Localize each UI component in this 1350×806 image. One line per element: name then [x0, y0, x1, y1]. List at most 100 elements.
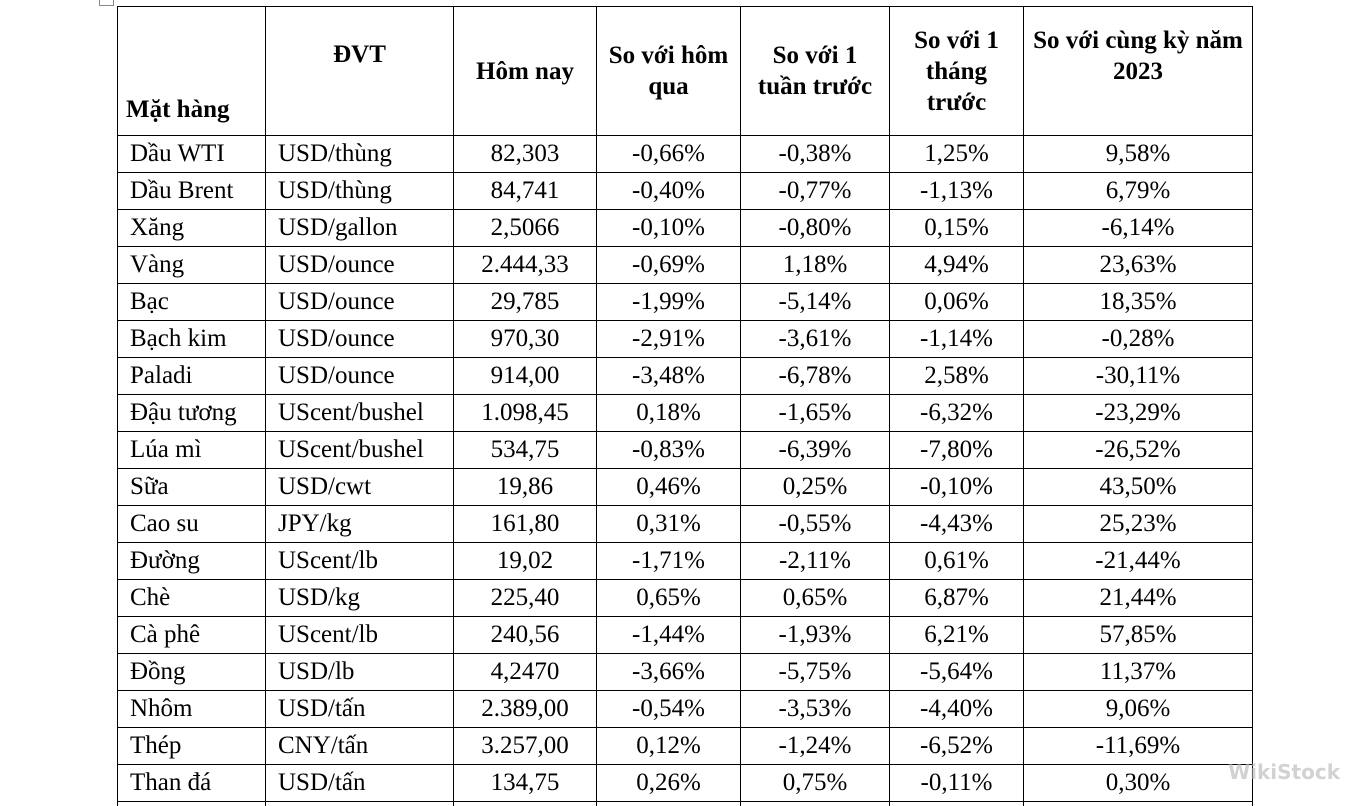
table-cell: -1,71% — [596, 542, 741, 580]
table-cell: -1,14% — [889, 320, 1024, 358]
table-cell: 43,50% — [1023, 468, 1253, 506]
table-cell: -6,14% — [1023, 209, 1253, 247]
table-cell: USD/ounce — [265, 283, 454, 321]
table-cell: -6,39% — [740, 431, 890, 469]
table-cell: -0,41% — [596, 801, 741, 806]
table-cell: USD/ounce — [265, 357, 454, 395]
table-cell: 240,56 — [453, 616, 597, 654]
table-cell: Thép — [117, 727, 266, 765]
table-cell: -30,11% — [1023, 357, 1253, 395]
table-cell: Đồng — [117, 653, 266, 691]
header-cell: So với 1 tuần trước — [740, 6, 890, 136]
table-row: Cà phê UScent/lb 240,56 -1,44% -1,93% 6,21% 57… — [117, 616, 1253, 654]
table-cell: 225,40 — [453, 579, 597, 617]
table-cell: USD/cwt — [265, 468, 454, 506]
table-cell: -26,52% — [1023, 431, 1253, 469]
table-row: Chè USD/kg 225,40 0,65% 0,65% 6,87% 21,44% — [117, 579, 1253, 617]
table-cell: 1,18% — [740, 246, 890, 284]
table-cell: 9,58% — [1023, 135, 1253, 173]
table-cell: Dầu Brent — [117, 172, 266, 210]
table-cell: -1,13% — [889, 172, 1024, 210]
table-cell: Paladi — [117, 357, 266, 395]
table-cell: 0,31% — [596, 505, 741, 543]
table-cell: -0,55% — [740, 505, 890, 543]
table-cell: -0,28% — [1023, 320, 1253, 358]
table-cell: Nhôm — [117, 690, 266, 728]
table-cell: -3,61% — [740, 320, 890, 358]
table-cell: 0,15% — [889, 209, 1024, 247]
table-row: Dầu WTI USD/thùng 82,303 -0,66% -0,38% 1,25% 9… — [117, 135, 1253, 173]
table-cell: -0,38% — [740, 135, 890, 173]
table-body: Dầu WTI USD/thùng 82,303 -0,66% -0,38% 1,25% 9… — [117, 135, 1253, 806]
header-cell: Hôm nay — [453, 6, 597, 136]
header-cell: So với hôm qua — [596, 6, 741, 136]
table-row: Than đá USD/tấn 134,75 0,26% 0,75% -0,11% 0,30… — [117, 764, 1253, 802]
table-cell: 914,00 — [453, 357, 597, 395]
table-cell: 3.257,00 — [453, 727, 597, 765]
table-cell: -1,24% — [740, 727, 890, 765]
table-cell: -0,83% — [596, 431, 741, 469]
table-cell: 19,02 — [453, 542, 597, 580]
table-cell: 57,85% — [1023, 616, 1253, 654]
table-cell: 11,37% — [1023, 653, 1253, 691]
table-cell: 19,86 — [453, 468, 597, 506]
table-cell: -1,93% — [740, 616, 890, 654]
table-cell: -2,11% — [740, 542, 890, 580]
table-cell: 161,80 — [453, 505, 597, 543]
table-cell: 0,46% — [596, 468, 741, 506]
table-cell: -1,65% — [740, 394, 890, 432]
table-cell: UScent/bushel — [265, 431, 454, 469]
table-cell: Xăng — [117, 209, 266, 247]
table-cell: 21,44% — [1023, 579, 1253, 617]
table-row: Xăng USD/gallon 2,5066 -0,10% -0,80% 0,15% -6,… — [117, 209, 1253, 247]
table-cell: 134,75 — [453, 764, 597, 802]
table-cell: 0,18% — [596, 394, 741, 432]
table-cell: 29,785 — [453, 283, 597, 321]
header-cell: Mặt hàng — [117, 6, 266, 136]
table-row: Dầu Brent USD/thùng 84,741 -0,40% -0,77% -1,1… — [117, 172, 1253, 210]
header-row: Mặt hàng ĐVT Hôm nay So với hôm qua So v… — [117, 6, 1253, 136]
table-cell: 2.444,33 — [453, 246, 597, 284]
table-cell: 6,79% — [1023, 172, 1253, 210]
table-cell: Đường — [117, 542, 266, 580]
table-cell: UScent/lb — [265, 616, 454, 654]
table-move-handle[interactable] — [99, 0, 114, 6]
table-row: Bạc USD/ounce 29,785 -1,99% -5,14% 0,06% 18,35… — [117, 283, 1253, 321]
table-cell: Quặng sắt — [117, 801, 266, 806]
table-cell: -3,53% — [740, 690, 890, 728]
table-header: Mặt hàng ĐVT Hôm nay So với hôm qua So v… — [117, 6, 1253, 136]
table-cell: 1,25% — [889, 135, 1024, 173]
table-cell: USD/thùng — [265, 135, 454, 173]
table-cell: 4,94% — [889, 246, 1024, 284]
table-row: Đồng USD/lb 4,2470 -3,66% -5,75% -5,64% 11,37% — [117, 653, 1253, 691]
table-cell: USD/gallon — [265, 209, 454, 247]
table-cell: 1,71% — [889, 801, 1024, 806]
table-cell: -3,48% — [596, 357, 741, 395]
table-cell: -1,44% — [596, 616, 741, 654]
table-cell: Cà phê — [117, 616, 266, 654]
table-cell: UScent/lb — [265, 542, 454, 580]
commodity-table: Mặt hàng ĐVT Hôm nay So với hôm qua So v… — [117, 6, 1253, 806]
table-cell: -0,10% — [596, 209, 741, 247]
table-row: Đường UScent/lb 19,02 -1,71% -2,11% 0,61% -21,… — [117, 542, 1253, 580]
table-cell: 2.389,00 — [453, 690, 597, 728]
header-cell: ĐVT — [265, 6, 454, 136]
table-cell: 84,741 — [453, 172, 597, 210]
table-cell: 0,75% — [740, 764, 890, 802]
table-cell: USD/thùng — [265, 172, 454, 210]
table-row: Thép CNY/tấn 3.257,00 0,12% -1,24% -6,52% -11,… — [117, 727, 1253, 765]
table-cell: -1,99% — [596, 283, 741, 321]
table-cell: Lúa mì — [117, 431, 266, 469]
table-cell: -21,44% — [1023, 542, 1253, 580]
table-cell: USD/ounce — [265, 246, 454, 284]
table-cell: -0,77% — [740, 172, 890, 210]
table-cell: -6,32% — [889, 394, 1024, 432]
table-cell: -0,69% — [596, 246, 741, 284]
table-cell: USD/tấn — [265, 690, 454, 728]
table-cell: 108,94 — [453, 801, 597, 806]
watermark: WikiStock — [1228, 760, 1340, 784]
table-cell: Cao su — [117, 505, 266, 543]
table-cell: Bạch kim — [117, 320, 266, 358]
table-row: Vàng USD/ounce 2.444,33 -0,69% 1,18% 4,94% 23,… — [117, 246, 1253, 284]
